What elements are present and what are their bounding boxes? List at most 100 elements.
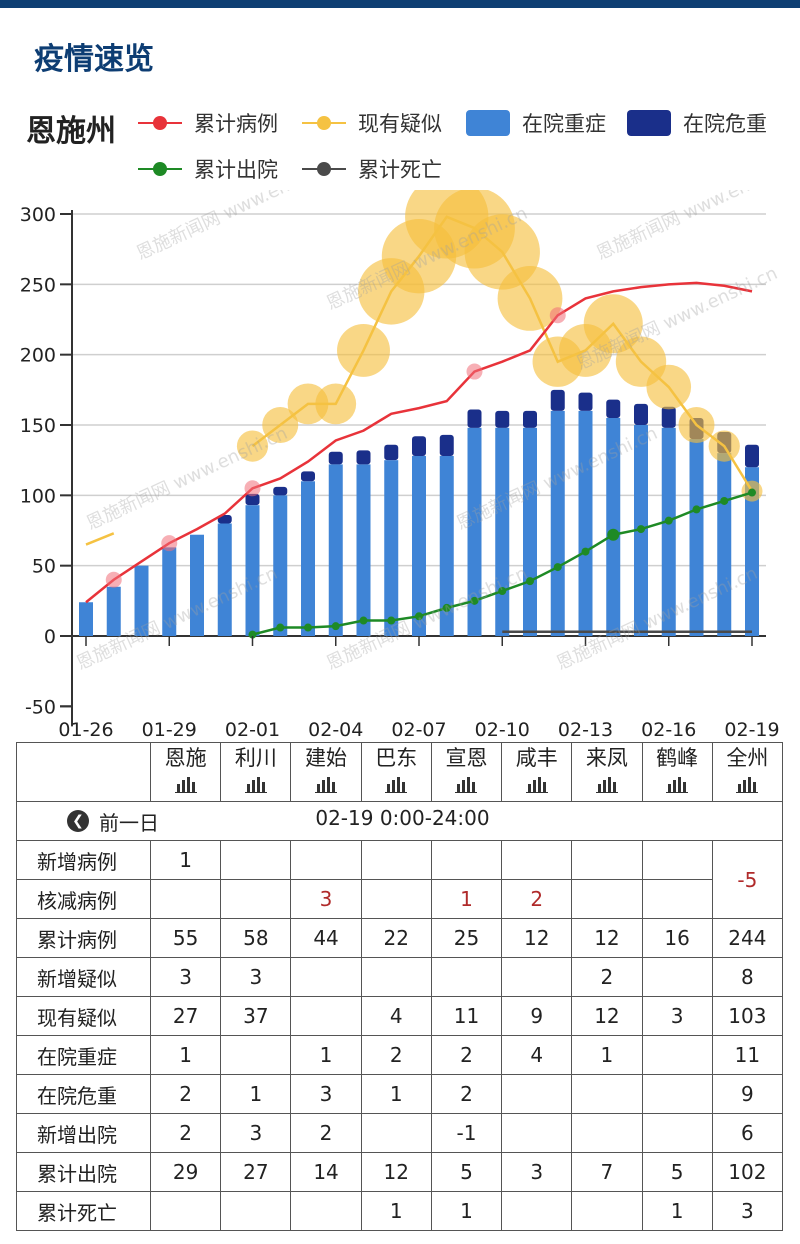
table-cell [571,1074,643,1114]
bar-severe [550,410,565,636]
table-cell: 1 [430,1191,503,1231]
cumulative-cases-point [466,363,483,380]
table-cell: 244 [711,918,784,958]
y-tick-label: 300 [20,204,56,226]
legend-label: 在院重症 [522,112,606,136]
table-cell: 3 [290,1074,362,1114]
legend-bar-swatch [466,110,510,136]
bar-severe [717,453,732,636]
row-label: 新增疑似 [16,957,151,997]
bar-chart-icon[interactable] [665,774,689,798]
table-cell [290,840,362,880]
table-cell: 11 [711,1035,784,1075]
table-cell: 22 [360,918,432,958]
row-label: 在院危重 [16,1074,151,1114]
x-tick-label: 01-26 [58,719,113,741]
column-header-badong[interactable]: 巴东 [360,742,432,802]
bar-critical [301,471,315,482]
table-cell: 2 [360,1035,432,1075]
merged-total-cell: -5 [711,840,784,919]
table-cell: 12 [360,1152,432,1192]
column-header-lichuan[interactable]: 利川 [220,742,292,802]
table-cell [360,879,432,919]
bar-critical [634,403,648,425]
y-tick-label: 0 [44,626,56,648]
table-header-row: 恩施 利川 建始 巴东 宣恩 咸丰 来凤 鹤峰 全州 [16,742,784,802]
bar-chart-icon[interactable] [595,774,619,798]
legend-item-critical[interactable]: 在院危重 [627,108,767,138]
bar-critical [467,409,482,428]
legend-item-discharged[interactable]: 累计出院 [138,154,278,184]
legend-label: 累计死亡 [358,158,442,182]
bar-critical [661,406,676,428]
suspected-line [251,215,754,492]
table-cell: 12 [571,996,643,1036]
discharged-point [748,488,756,497]
legend-item-cumulative-cases[interactable]: 累计病例 [138,108,278,138]
prev-day-row: ❮ 前一日 02-19 0:00-24:00 [16,801,783,841]
table-cell [290,996,362,1036]
x-tick-label: 01-29 [142,719,197,741]
table-cell: 8 [711,957,784,997]
discharged-point [498,586,507,595]
table-cell [571,840,643,880]
table-cell [641,1074,713,1114]
column-header-hefeng[interactable]: 鹤峰 [641,742,713,802]
chevron-left-icon: ❮ [67,810,89,833]
bar-chart-icon[interactable] [174,774,198,798]
prev-day-button[interactable]: ❮ 前一日 [67,807,159,836]
table-cell: 3 [220,957,292,997]
discharged-point [442,603,451,612]
x-tick-label: 02-13 [558,719,613,741]
table-cell: 14 [290,1152,362,1192]
discharged-point [359,616,368,625]
column-header-jianshi[interactable]: 建始 [290,742,362,802]
table-cell: 2 [430,1074,503,1114]
bar-severe [162,547,177,636]
table-cell: 7 [571,1152,643,1192]
discharged-point [692,505,701,514]
column-header-laifeng[interactable]: 来凤 [571,742,643,802]
discharged-point [553,563,562,572]
legend-line-swatch [302,116,346,130]
bar-critical [273,486,288,496]
region-name: 恩施州 [26,114,116,149]
column-header-quanzhou[interactable]: 全州 [711,742,784,802]
bar-critical [439,434,454,456]
table-cell [149,879,222,919]
table-cell: 6 [711,1113,784,1153]
suspected-line-segment [85,532,115,546]
legend-item-severe[interactable]: 在院重症 [466,108,606,138]
column-header-enshi[interactable]: 恩施 [149,742,222,802]
column-header-xianfeng[interactable]: 咸丰 [501,742,573,802]
legend-item-current-suspected[interactable]: 现有疑似 [302,108,442,138]
bar-severe [495,427,510,636]
bar-chart-icon[interactable] [525,774,549,798]
table-cell: 1 [149,840,222,880]
bar-chart-icon[interactable] [244,774,268,798]
bar-critical [356,450,371,465]
column-header-xuanen[interactable]: 宣恩 [430,742,503,802]
table-cell [360,840,432,880]
table-row: 核减病例 3 1 2 [16,879,783,919]
table-cell: 3 [501,1152,573,1192]
table-cell: 1 [149,1035,222,1075]
bar-chart-icon[interactable] [454,774,478,798]
bar-severe [467,427,482,636]
y-tick-label: -50 [25,696,56,718]
bar-chart-icon[interactable] [735,774,759,798]
discharged-point [415,612,423,621]
table-cell [220,879,292,919]
bar-chart-icon[interactable] [384,774,408,798]
date-range: 02-19 0:00-24:00 [315,806,490,831]
bar-chart-icon[interactable] [314,774,338,798]
x-tick-label: 02-07 [391,719,446,741]
discharged-point [304,623,312,632]
bar-critical [328,451,343,465]
legend-item-deaths[interactable]: 累计死亡 [302,154,442,184]
table-cell: 5 [430,1152,503,1192]
discharged-point [607,528,620,541]
table-cell: -1 [430,1113,503,1153]
bar-severe [606,417,621,636]
legend-label: 现有疑似 [358,112,442,136]
